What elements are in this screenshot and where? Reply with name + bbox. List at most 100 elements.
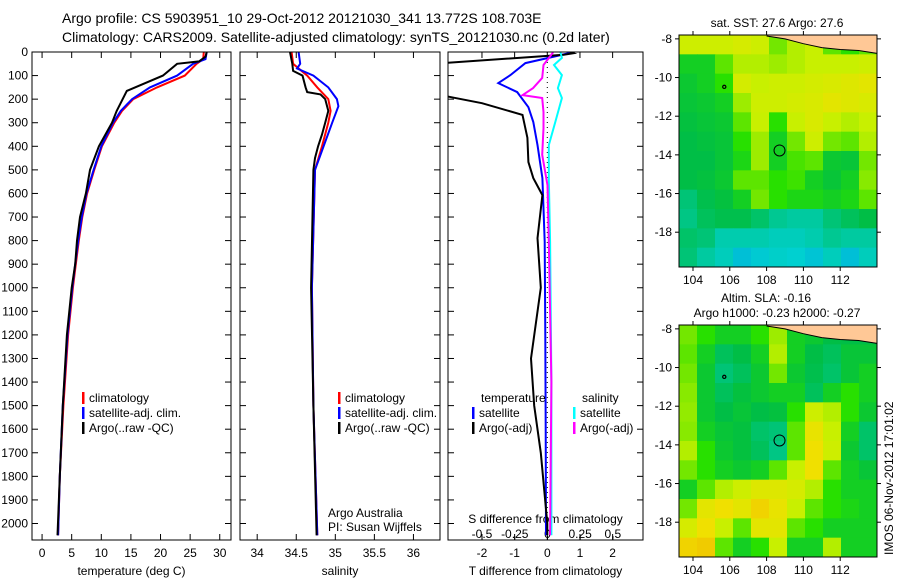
map-cell	[697, 479, 716, 500]
map-cell	[787, 247, 806, 268]
legend-swatch	[338, 407, 341, 419]
legend-item: Argo(-adj)	[479, 421, 532, 435]
lat-tick-label: -12	[655, 109, 673, 123]
christmas-island-marker	[722, 374, 727, 380]
map-cell	[841, 363, 860, 384]
map-cell	[823, 209, 842, 229]
map-cell	[751, 344, 770, 365]
map-cell	[733, 499, 752, 519]
annotation-pi: PI: Susan Wijffels	[328, 520, 422, 534]
map-cell	[697, 131, 716, 152]
map-cell	[715, 325, 734, 345]
map-cell	[715, 518, 734, 539]
land-java	[766, 35, 877, 54]
map-cell	[751, 325, 770, 345]
map-cell	[787, 209, 806, 229]
map-cell	[805, 189, 824, 210]
map-cell	[751, 441, 770, 461]
depth-tick-label: 600	[8, 186, 28, 200]
map-cell	[679, 151, 698, 171]
x-tick-label: -2	[477, 546, 488, 560]
map-cell	[823, 537, 842, 558]
map-cell	[751, 209, 770, 229]
legend-swatch	[573, 407, 576, 419]
map-cell	[679, 189, 698, 210]
map-cell	[841, 93, 860, 113]
legend-swatch	[82, 422, 85, 434]
map-cell	[715, 363, 734, 384]
map-cell	[805, 479, 824, 500]
map-cell	[805, 363, 824, 384]
map-cell	[841, 499, 860, 519]
map-cell	[823, 344, 842, 365]
x-axis-label: T difference from climatology	[469, 564, 623, 578]
map-cell	[859, 170, 878, 191]
map-cell	[733, 344, 752, 365]
map-cell	[769, 228, 788, 249]
map-cell	[859, 93, 878, 113]
s-tick-label: 0.25	[569, 527, 593, 541]
map-cell	[805, 54, 824, 75]
map-cell	[805, 151, 824, 171]
map-cell	[769, 247, 788, 268]
sst-map: 104 106 108 110 112 -8 -10 -12 -14 -16 -18 sat. SST…	[655, 16, 881, 287]
map-cell	[679, 247, 698, 268]
argo-position-marker	[773, 434, 786, 447]
map-cell	[769, 479, 788, 500]
map-cell	[805, 228, 824, 249]
map-cell	[751, 460, 770, 481]
map-cell	[805, 499, 824, 519]
depth-tick-label: 1400	[1, 375, 28, 389]
map-cell	[697, 363, 716, 384]
map-cell	[715, 402, 734, 423]
lon-tick-label: 106	[720, 273, 740, 287]
map-cell	[859, 151, 878, 171]
lon-tick-label: 104	[683, 273, 703, 287]
x-tick-label: 15	[124, 546, 138, 560]
map-cell	[859, 402, 878, 423]
map-cell	[841, 112, 860, 133]
map-cell	[751, 112, 770, 133]
map-cell	[769, 344, 788, 365]
map-cell	[787, 228, 806, 249]
series-line-satellite-adj-clim-	[295, 52, 340, 536]
map-cell	[679, 228, 698, 249]
map-cell	[715, 247, 734, 268]
map-cell	[733, 325, 752, 345]
map-cell	[859, 421, 878, 442]
map-cell	[859, 209, 878, 229]
legend-swatch	[472, 422, 475, 434]
lat-tick-label: -16	[655, 477, 673, 491]
map-cell	[697, 325, 716, 345]
legend-swatch	[573, 422, 576, 434]
lat-tick-label: -8	[661, 32, 672, 46]
map-cell	[697, 537, 716, 558]
map-cell	[823, 189, 842, 210]
coastline	[766, 35, 878, 54]
map-cell	[787, 189, 806, 210]
map-cell	[841, 479, 860, 500]
x-tick-label: -1	[509, 546, 520, 560]
map-cell	[859, 460, 878, 481]
map-cell	[805, 73, 824, 94]
map-cell	[733, 93, 752, 113]
map-cell	[769, 93, 788, 113]
christmas-island-marker	[722, 84, 727, 90]
map-cell	[715, 479, 734, 500]
map-cell	[859, 537, 878, 558]
map-cell	[787, 402, 806, 423]
x-tick-label: 30	[213, 546, 227, 560]
map-cell	[859, 363, 878, 384]
map-cell	[697, 499, 716, 519]
map-cell	[715, 209, 734, 229]
map-cell	[715, 131, 734, 152]
map-cell	[679, 131, 698, 152]
lon-tick-label: 110	[794, 273, 813, 287]
legend-title-temperature: temperature	[481, 391, 546, 405]
map-cell	[715, 383, 734, 403]
map-cell	[679, 518, 698, 539]
map-cell	[715, 421, 734, 442]
map-cell	[697, 421, 716, 442]
